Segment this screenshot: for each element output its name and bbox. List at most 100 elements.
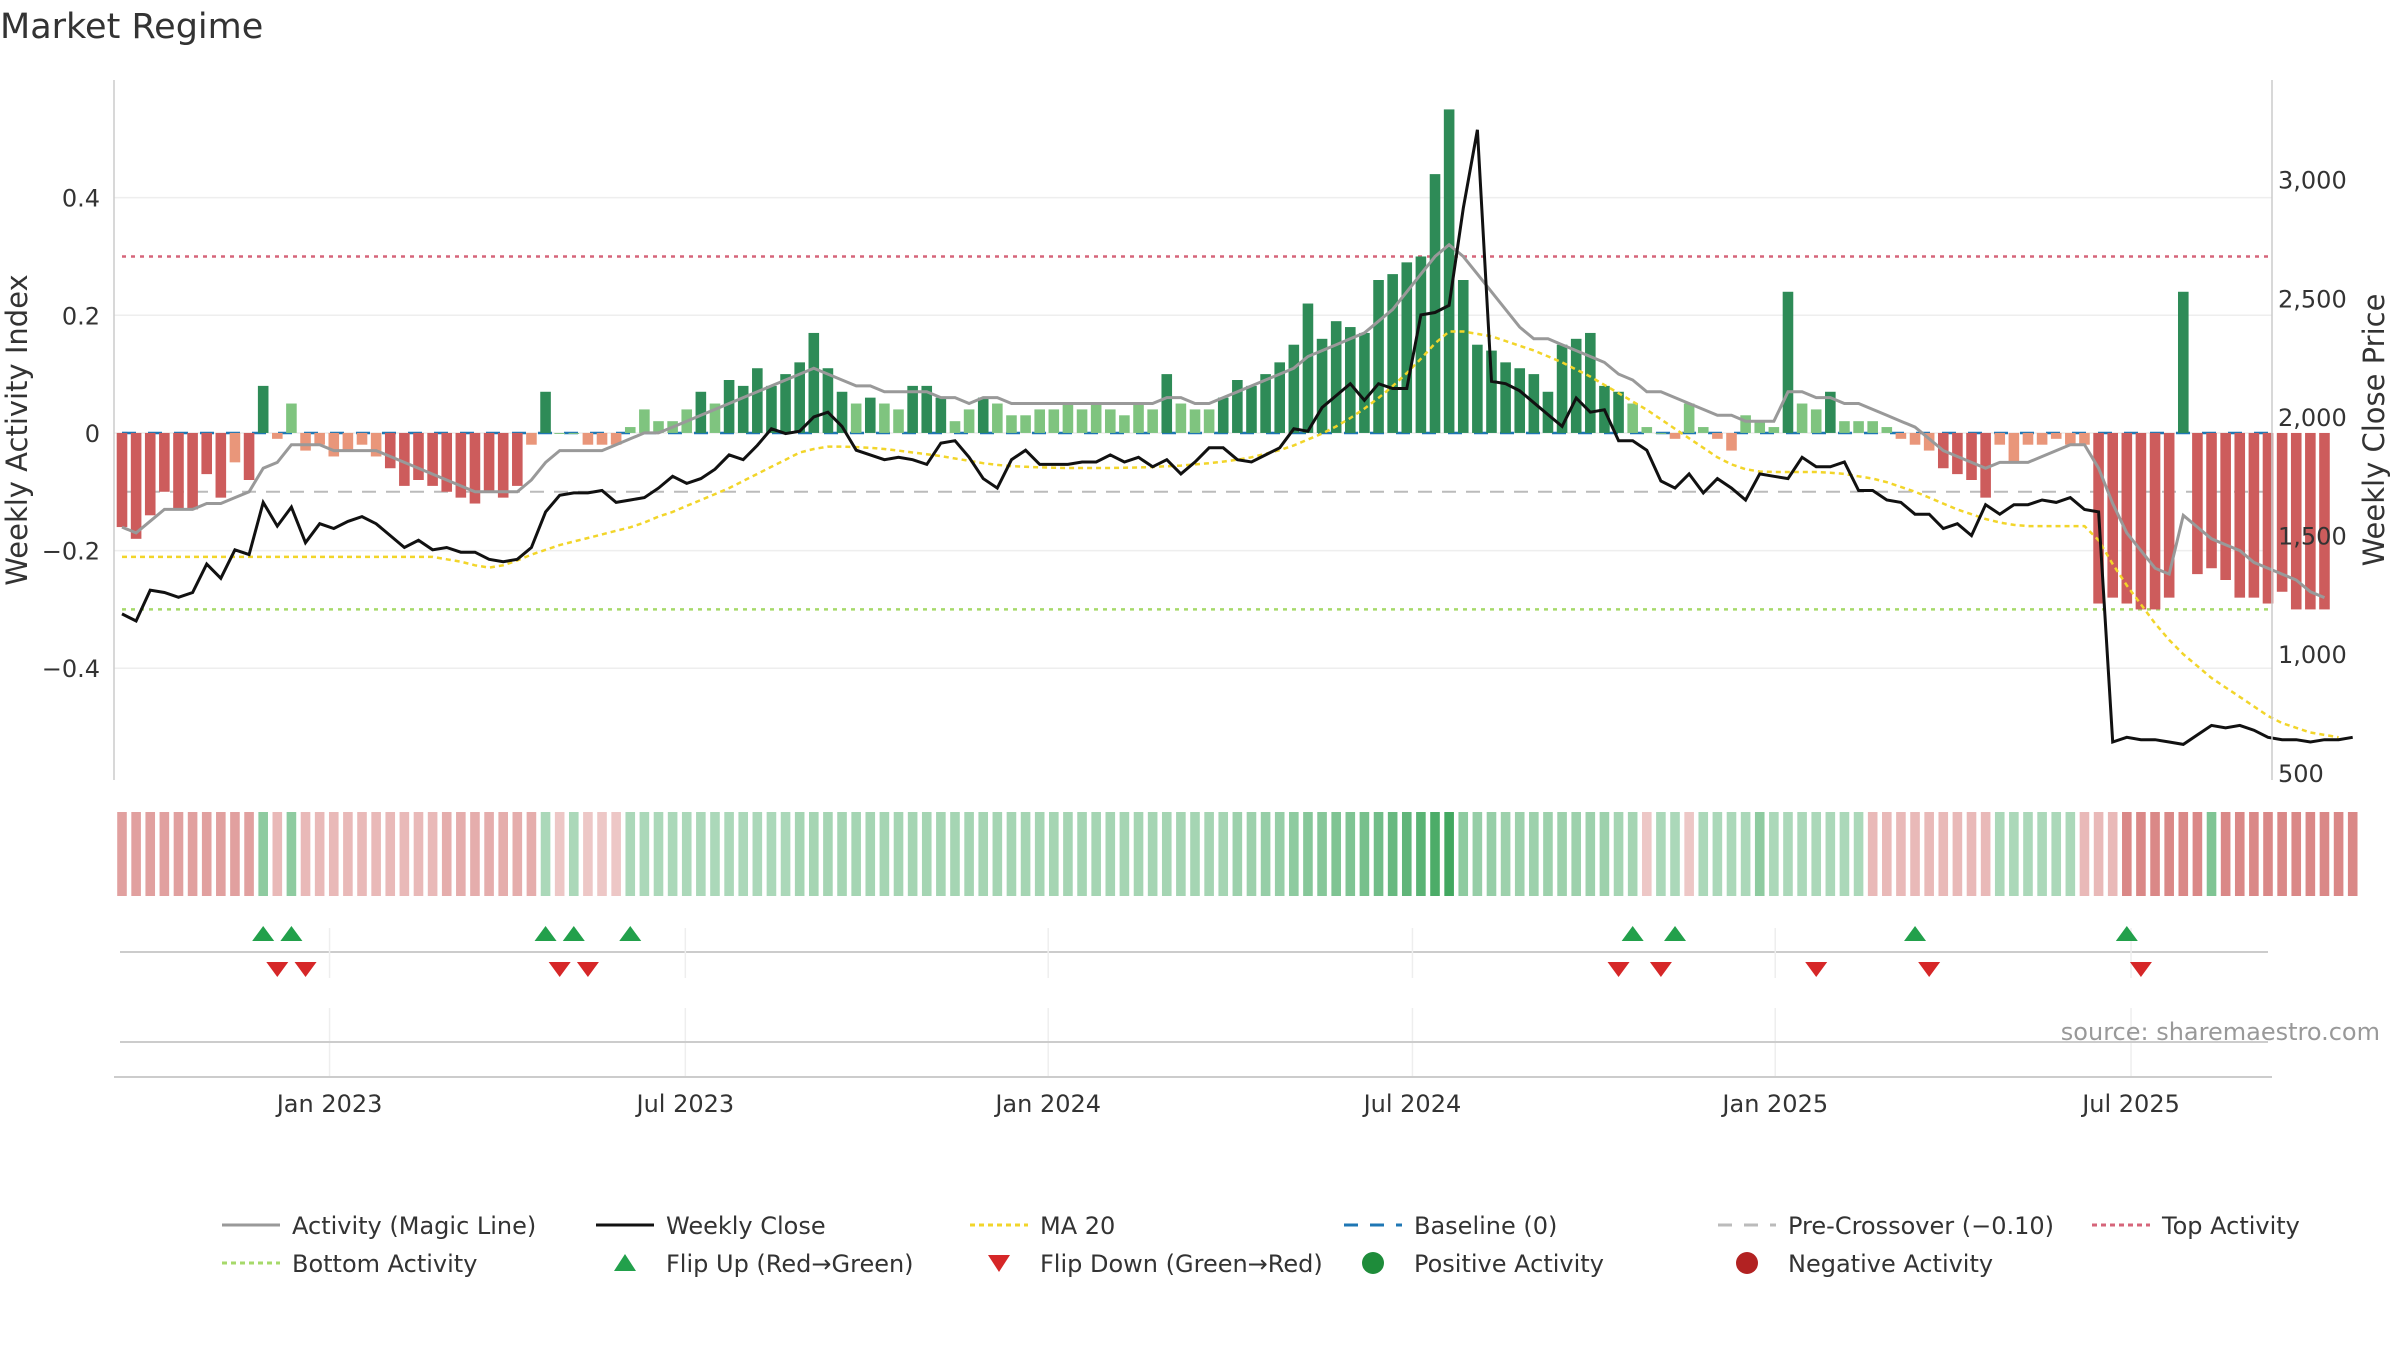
activity-bar bbox=[2163, 432, 2175, 598]
regime-cell bbox=[159, 812, 170, 896]
regime-cell bbox=[1063, 812, 1073, 896]
activity-bar bbox=[582, 432, 594, 445]
regime-cell bbox=[1387, 812, 1398, 896]
regime-cell bbox=[230, 812, 240, 896]
left-axis-ticks: 0.4 0.2 0 −0.2 −0.4 bbox=[42, 185, 100, 684]
activity-bar bbox=[1104, 409, 1116, 433]
activity-bar bbox=[822, 368, 834, 433]
regime-cell bbox=[1416, 812, 1426, 896]
activity-bar bbox=[1472, 344, 1483, 433]
regime-cell bbox=[343, 812, 353, 896]
legend-label: Positive Activity bbox=[1414, 1250, 1604, 1278]
x-tick-label: Jul 2023 bbox=[634, 1090, 734, 1118]
activity-bar bbox=[1740, 415, 1751, 433]
activity-bar bbox=[1796, 403, 1808, 433]
activity-bar bbox=[1909, 432, 1921, 445]
regime-cell bbox=[2023, 812, 2033, 896]
regime-cell bbox=[964, 812, 974, 896]
regime-cell bbox=[1274, 812, 1285, 896]
legend-label: Flip Down (Green→Red) bbox=[1040, 1250, 1323, 1278]
activity-bar bbox=[1373, 280, 1384, 433]
activity-bar bbox=[596, 432, 608, 445]
activity-bar bbox=[808, 332, 820, 433]
activity-bar bbox=[794, 362, 805, 433]
activity-bar bbox=[935, 397, 947, 433]
regime-cell bbox=[1698, 812, 1709, 896]
regime-cell bbox=[1966, 812, 1977, 896]
flip-up-marker bbox=[280, 926, 303, 941]
activity-bar bbox=[1034, 409, 1045, 433]
regime-cell bbox=[216, 812, 226, 896]
regime-cell bbox=[512, 812, 523, 896]
legend-item: MA 20 bbox=[970, 1212, 1115, 1240]
regime-cell bbox=[2291, 812, 2302, 896]
regime-cell bbox=[851, 812, 861, 896]
ma20-line bbox=[122, 330, 2339, 739]
flip-down-marker bbox=[1805, 962, 1828, 977]
chart-title: Market Regime bbox=[0, 7, 263, 47]
activity-bar bbox=[1006, 415, 1017, 433]
regime-cell bbox=[173, 812, 184, 896]
regime-cell bbox=[2164, 812, 2174, 896]
right-tick-label: 3,000 bbox=[2278, 167, 2347, 195]
regime-cell bbox=[1514, 812, 1525, 896]
regime-cell bbox=[1500, 812, 1511, 896]
legend-label: Activity (Magic Line) bbox=[292, 1212, 536, 1240]
triangle-down-icon bbox=[988, 1255, 1010, 1272]
flip-up-marker bbox=[1621, 926, 1644, 941]
activity-bar bbox=[695, 391, 707, 433]
regime-cell bbox=[470, 812, 480, 896]
x-axis-ticks: Jan 2023 Jul 2023 Jan 2024 Jul 2024 Jan 2025… bbox=[275, 1090, 2180, 1118]
legend-label: Bottom Activity bbox=[292, 1250, 477, 1278]
regime-cell bbox=[1232, 812, 1243, 896]
flip-markers-panel bbox=[120, 926, 2268, 978]
regime-cell bbox=[554, 812, 565, 896]
x-tick-label: Jul 2025 bbox=[2080, 1090, 2180, 1118]
regime-cell bbox=[413, 812, 424, 896]
activity-bar bbox=[1500, 362, 1511, 433]
activity-bar bbox=[2121, 432, 2133, 604]
regime-cell bbox=[2009, 812, 2019, 896]
activity-bar bbox=[850, 403, 862, 433]
activity-bar bbox=[356, 432, 368, 445]
regime-cell bbox=[2319, 812, 2330, 896]
activity-bar bbox=[1585, 332, 1596, 433]
regime-cell bbox=[1373, 812, 1384, 896]
activity-bar bbox=[1062, 403, 1074, 433]
activity-bar bbox=[2079, 432, 2090, 445]
regime-cell bbox=[950, 812, 960, 896]
activity-bar bbox=[173, 432, 184, 510]
regime-cell bbox=[1529, 812, 1539, 896]
activity-bar bbox=[921, 385, 933, 433]
regime-cell bbox=[456, 812, 466, 896]
regime-cell bbox=[2178, 812, 2189, 896]
regime-cell bbox=[314, 812, 325, 896]
activity-bar bbox=[1189, 409, 1201, 433]
activity-bar bbox=[1359, 332, 1370, 433]
regime-cell bbox=[427, 812, 438, 896]
activity-bar bbox=[526, 432, 537, 445]
regime-cell bbox=[117, 812, 127, 896]
activity-bar bbox=[1726, 432, 1737, 451]
activity-bar bbox=[568, 432, 580, 434]
activity-bar bbox=[1980, 432, 1991, 498]
regime-cell bbox=[2220, 812, 2231, 896]
regime-cell bbox=[1867, 812, 1878, 896]
activity-bar bbox=[963, 409, 975, 433]
regime-cell bbox=[1910, 812, 1920, 896]
regime-cell bbox=[1740, 812, 1751, 896]
regime-cell bbox=[1161, 812, 1172, 896]
flip-up-marker bbox=[562, 926, 585, 941]
weekly-close-line bbox=[121, 129, 2353, 746]
legend-item: Baseline (0) bbox=[1344, 1212, 1557, 1240]
flip-down-marker bbox=[576, 962, 599, 977]
activity-bar bbox=[1316, 338, 1328, 433]
activity-bar bbox=[512, 432, 523, 486]
regime-cell bbox=[441, 812, 452, 896]
regime-cell bbox=[794, 812, 805, 896]
activity-bar bbox=[1669, 432, 1681, 439]
regime-cell bbox=[498, 812, 508, 896]
activity-bar bbox=[1839, 421, 1850, 433]
activity-bar bbox=[243, 432, 255, 480]
activity-bar bbox=[1825, 391, 1836, 433]
